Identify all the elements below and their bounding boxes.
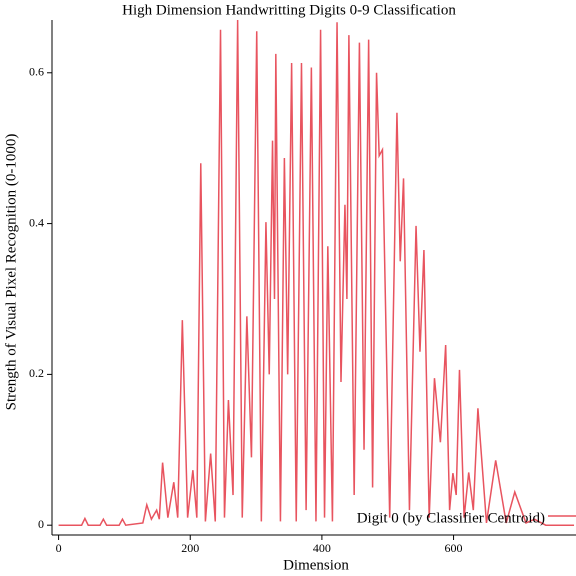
x-tick-label: 400 [313, 541, 331, 555]
chart-title: High Dimension Handwritting Digits 0-9 C… [122, 2, 456, 18]
x-axis-label: Dimension [283, 557, 349, 573]
x-tick-label: 0 [56, 541, 62, 555]
y-axis-label: Strength of Visual Pixel Recognition (0-… [3, 134, 19, 411]
data-line [58, 19, 575, 527]
x-tick-label: 600 [445, 541, 463, 555]
y-tick-label: 0.2 [29, 366, 44, 380]
y-tick-label: 0.4 [29, 215, 44, 229]
y-tick-label: 0.6 [29, 65, 44, 79]
x-tick-label: 200 [181, 541, 199, 555]
legend-label: Digit 0 (by Classifier Centroid) [357, 510, 545, 526]
y-tick-label: 0 [38, 517, 44, 531]
